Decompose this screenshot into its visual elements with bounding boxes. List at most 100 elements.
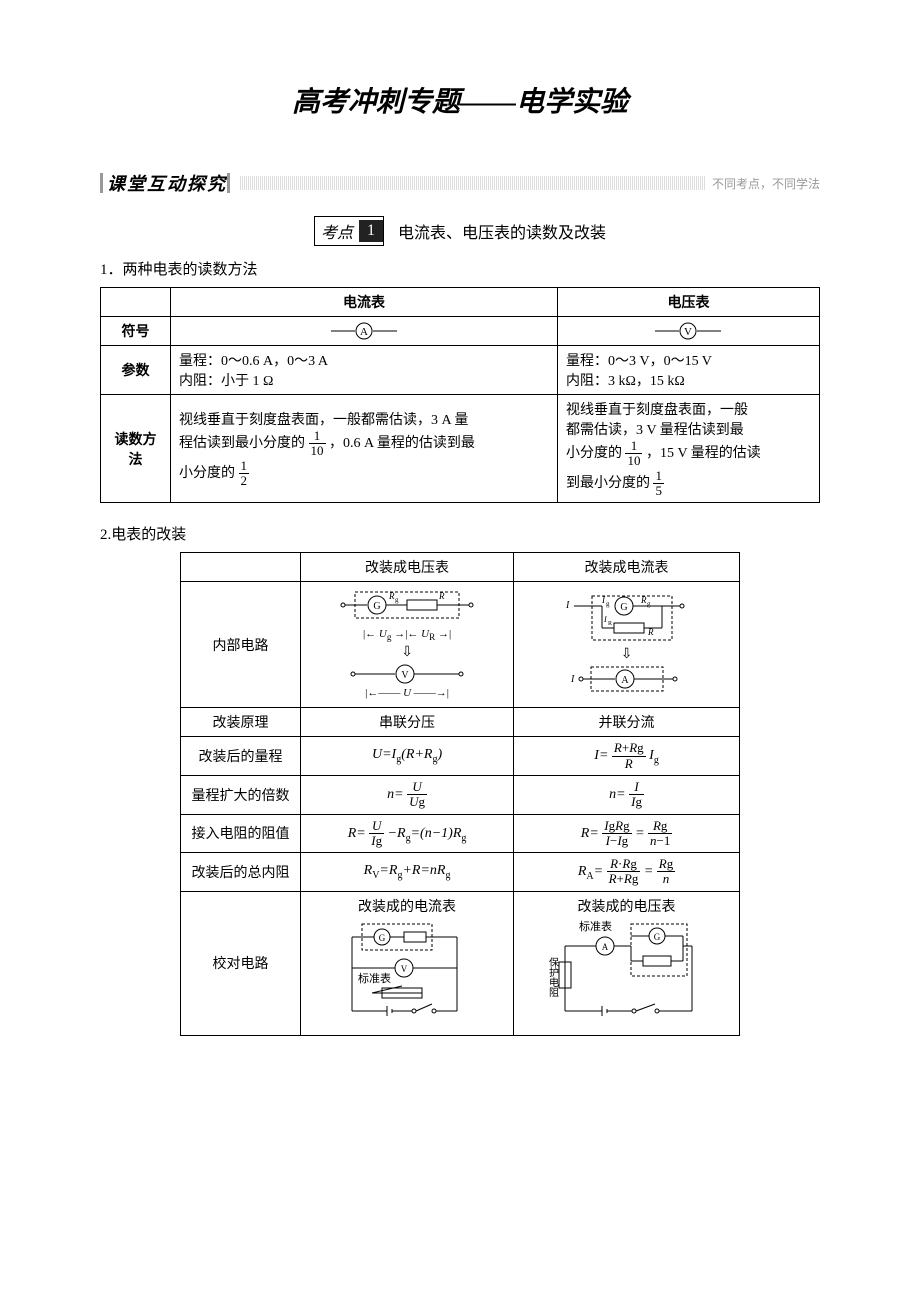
fraction: 15 xyxy=(653,469,664,499)
topic-title: 电流表、电压表的读数及改装 xyxy=(398,225,606,242)
fraction: Rgn−1 xyxy=(648,819,672,849)
svg-text:I: I xyxy=(570,674,575,685)
row-header: 接入电阻的阻值 xyxy=(181,814,301,853)
section2-heading: 2.电表的改装 xyxy=(100,523,820,544)
svg-text:G: G xyxy=(653,932,660,942)
voltmeter-out-icon: V xyxy=(347,663,467,685)
topic-row: 考点 1 电流表、电压表的读数及改装 xyxy=(100,216,820,246)
svg-text:G: G xyxy=(379,933,386,943)
text: 小分度的 xyxy=(566,446,622,461)
svg-text:g: g xyxy=(647,600,651,608)
fraction: 12 xyxy=(239,459,250,489)
text: 小分度的 12 xyxy=(179,459,549,489)
banner-bar-icon xyxy=(100,173,103,193)
text: 内阻：3 kΩ，15 kΩ xyxy=(566,370,811,390)
svg-text:R: R xyxy=(640,595,647,605)
voltmeter-symbol-cell: V xyxy=(557,317,819,346)
svg-text:A: A xyxy=(360,326,368,338)
text: 量程：0～3 V，0～15 V xyxy=(566,350,811,370)
svg-text:V: V xyxy=(401,670,409,681)
svg-text:R: R xyxy=(388,591,395,601)
fraction: IgRgI−Ig xyxy=(602,819,631,849)
row-header: 量程扩大的倍数 xyxy=(181,775,301,814)
text: 视线垂直于刻度盘表面，一般都需估读，3 A 量 xyxy=(179,409,549,429)
ammeter-circuit: I Ig G Rg R IR ⇩ xyxy=(514,582,740,708)
table-header xyxy=(101,288,171,317)
row-header: 改装原理 xyxy=(181,708,301,737)
table-header: 电压表 xyxy=(557,288,819,317)
row-header: 改装后的总内阻 xyxy=(181,853,301,892)
text: 都需估读，3 V 量程估读到最 xyxy=(566,419,811,439)
svg-text:I: I xyxy=(565,600,570,611)
svg-text:g: g xyxy=(395,596,399,604)
fraction: 110 xyxy=(309,429,326,459)
table-header: 改装成电压表 xyxy=(301,553,514,582)
svg-text:A: A xyxy=(621,675,629,686)
text: 内阻：小于 1 Ω xyxy=(179,370,549,390)
voltmeter-params: 量程：0～3 V，0～15 V 内阻：3 kΩ，15 kΩ xyxy=(557,346,819,395)
ammeter-symbol-cell: A xyxy=(171,317,558,346)
cell: I= R+RgR Ig xyxy=(514,737,740,776)
banner-bar-icon xyxy=(227,173,230,193)
text: 量程：0～0.6 A，0～3 A xyxy=(179,350,549,370)
series-circuit-icon: G Rg R xyxy=(337,590,477,626)
fraction: UIg xyxy=(369,819,384,849)
cell: 并联分流 xyxy=(514,708,740,737)
down-arrow-icon: ⇩ xyxy=(401,644,413,661)
fraction: R+RgR xyxy=(612,741,646,771)
svg-text:V: V xyxy=(401,964,408,974)
cell: RA= R·RgR+Rg = Rgn xyxy=(514,853,740,892)
table-header: 电流表 xyxy=(171,288,558,317)
svg-text:V: V xyxy=(684,326,692,338)
cell: RV=Rg+R=nRg xyxy=(301,853,514,892)
text: ，15 V 量程的估读 xyxy=(646,446,761,461)
svg-text:阻: 阻 xyxy=(549,987,559,999)
cal-ammeter-cell: 改装成的电流表 G V 标准表 xyxy=(301,891,514,1035)
text: 小分度的 110 ，15 V 量程的估读 xyxy=(566,439,811,469)
section-banner: 课堂互动探究 不同考点，不同学法 xyxy=(100,170,820,196)
cal-voltmeter-circuit-icon: 标准表 A G 保 护 电 xyxy=(547,916,707,1026)
meter-reading-table: 电流表 电压表 符号 A V 参数 量程：0～0.6 A，0～3 A 内阻：小于 xyxy=(100,287,820,503)
row-header: 参数 xyxy=(101,346,171,395)
ammeter-symbol-icon: A xyxy=(329,322,399,340)
row-header: 符号 xyxy=(101,317,171,346)
table-header: 改装成电流表 xyxy=(514,553,740,582)
text: 视线垂直于刻度盘表面，一般 xyxy=(566,399,811,419)
cell: R= IgRgI−Ig = Rgn−1 xyxy=(514,814,740,853)
cal-title: 改装成的电流表 xyxy=(309,896,505,916)
down-arrow-icon: ⇩ xyxy=(621,646,633,663)
cell: n= IIg xyxy=(514,775,740,814)
svg-text:R: R xyxy=(438,591,445,601)
voltmeter-symbol-icon: V xyxy=(653,322,723,340)
label-row: |←—— U ——→| xyxy=(365,687,449,699)
topic-badge: 考点 1 xyxy=(314,216,384,246)
ammeter-out-icon: I A xyxy=(567,665,687,695)
row-header: 改装后的量程 xyxy=(181,737,301,776)
svg-text:g: g xyxy=(606,600,610,608)
svg-text:R: R xyxy=(608,621,612,627)
svg-text:标准表: 标准表 xyxy=(358,971,391,985)
cal-voltmeter-cell: 改装成的电压表 标准表 A G 保 xyxy=(514,891,740,1035)
text: 程估读到最小分度的 xyxy=(179,436,305,451)
ammeter-reading: 视线垂直于刻度盘表面，一般都需估读，3 A 量 程估读到最小分度的 110 ，0… xyxy=(171,395,558,503)
label-row: |← Ug →|← UR →| xyxy=(363,628,451,642)
fraction: IIg xyxy=(629,780,644,810)
voltmeter-circuit: G Rg R |← Ug →|← UR →| ⇩ V xyxy=(301,582,514,708)
table-corner xyxy=(181,553,301,582)
text: 到最小分度的 15 xyxy=(566,469,811,499)
row-header: 读数方法 xyxy=(101,395,171,503)
svg-text:G: G xyxy=(620,602,627,613)
page-title: 高考冲刺专题——电学实验 xyxy=(100,80,820,120)
cell: R= UIg −Rg=(n−1)Rg xyxy=(301,814,514,853)
cell: 串联分压 xyxy=(301,708,514,737)
voltmeter-reading: 视线垂直于刻度盘表面，一般 都需估读，3 V 量程估读到最 小分度的 110 ，… xyxy=(557,395,819,503)
meter-conversion-table: 改装成电压表 改装成电流表 内部电路 G Rg R xyxy=(180,552,740,1036)
row-header: 内部电路 xyxy=(181,582,301,708)
topic-number: 1 xyxy=(359,220,383,242)
ammeter-params: 量程：0～0.6 A，0～3 A 内阻：小于 1 Ω xyxy=(171,346,558,395)
banner-right: 不同考点，不同学法 xyxy=(712,175,820,192)
fraction: Rgn xyxy=(657,857,675,887)
cell: n= UUg xyxy=(301,775,514,814)
text: 小分度的 xyxy=(179,466,235,481)
svg-text:I: I xyxy=(603,615,607,624)
